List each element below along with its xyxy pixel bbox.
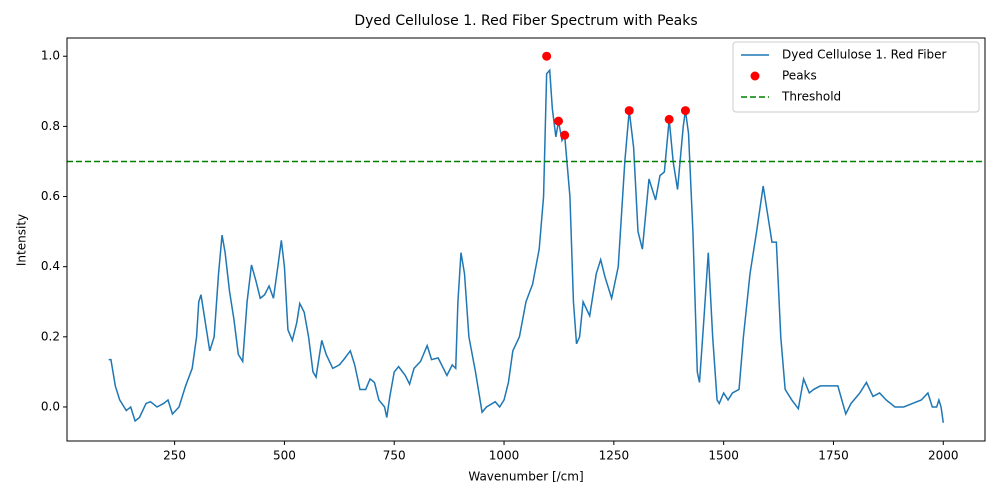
y-tick-label: 1.0 [41, 49, 60, 63]
legend-box [732, 41, 980, 113]
plot-frame [66, 37, 986, 442]
legend-label: Threshold [781, 90, 841, 104]
x-tick-label: 1250 [599, 449, 630, 463]
x-tick-label: 1000 [489, 449, 520, 463]
legend-label: Peaks [782, 69, 817, 83]
y-tick-label: 0.2 [41, 329, 60, 343]
plot-area [108, 51, 945, 423]
x-axis-label: Wavenumber [/cm] [468, 470, 583, 484]
x-tick-label: 500 [273, 449, 296, 463]
peak-point [680, 106, 690, 116]
x-tick-label: 250 [163, 449, 186, 463]
x-tick-label: 1500 [708, 449, 739, 463]
peak-point [664, 114, 674, 124]
spectrum-line [108, 68, 945, 423]
peak-point [560, 130, 570, 140]
y-axis-label: Intensity [15, 214, 29, 266]
peak-point [554, 116, 564, 126]
y-tick-label: 0.8 [41, 119, 60, 133]
y-tick-label: 0.6 [41, 189, 60, 203]
chart-title: Dyed Cellulose 1. Red Fiber Spectrum wit… [354, 13, 697, 29]
x-tick-label: 2000 [928, 449, 959, 463]
peak-point [542, 51, 552, 61]
x-tick-label: 750 [383, 449, 406, 463]
x-tick-label: 1750 [818, 449, 849, 463]
y-tick-label: 0.4 [41, 259, 60, 273]
peak-point [624, 106, 634, 116]
legend-swatch [750, 71, 760, 81]
legend-label: Dyed Cellulose 1. Red Fiber [782, 48, 947, 62]
y-tick-label: 0.0 [41, 399, 60, 413]
